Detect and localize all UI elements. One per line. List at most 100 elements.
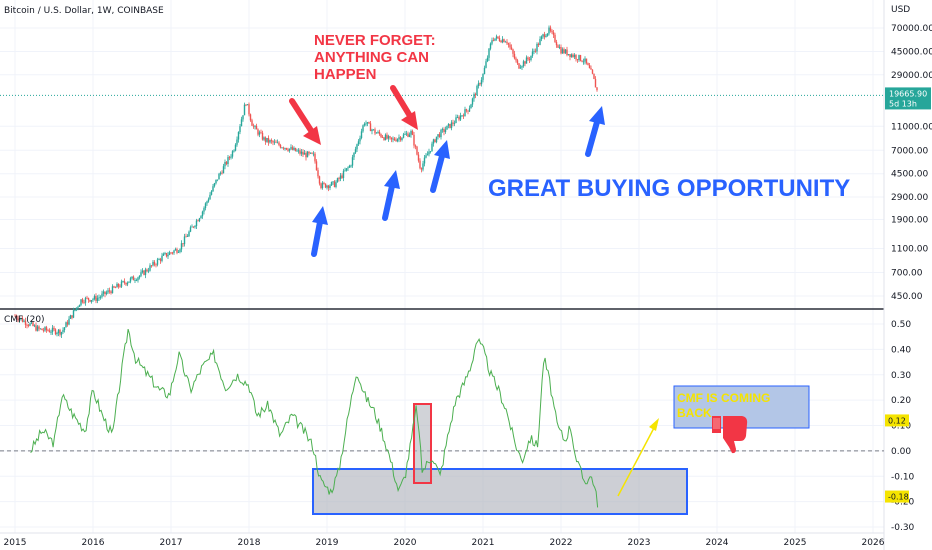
candle-body [261,132,264,140]
candle-body [339,175,342,179]
candle-body [158,259,160,260]
candle-body [488,48,490,58]
time-tick-label: 2019 [316,538,339,548]
candle-body [467,110,469,112]
candle-body [528,59,531,60]
candle-body [194,225,196,228]
cmf-tick-label: 0.20 [891,396,911,406]
candle-body [485,61,487,68]
candle-body [155,264,157,266]
candle-body [183,236,186,245]
candle-body [540,36,543,40]
candle-body [18,318,21,321]
candle-body [182,243,184,245]
great-buying-opportunity-text: GREAT BUYING OPPORTUNITY [488,175,850,202]
candle-body [402,134,405,138]
candle-body [92,299,94,301]
candle-body [351,157,354,166]
candle-body [239,126,241,133]
candle-body [471,98,474,105]
candle-body [257,129,259,135]
candle-body [312,153,315,155]
candle-body [443,129,445,133]
price-chart-title: Bitcoin / U.S. Dollar, 1W, COINBASE [4,6,164,16]
candle-body [392,138,394,140]
candle-body [50,332,52,333]
candle-body [324,183,327,188]
candle-body [410,131,412,135]
candle-body [308,151,310,154]
candle-body [390,137,393,140]
candle-body [62,329,64,332]
candle-body [519,67,522,69]
candle-body [68,318,70,325]
candle-body [506,41,508,44]
candle-body [159,259,162,261]
candle-body [489,43,492,49]
candle-body [146,269,148,272]
candle-body [131,276,133,279]
candle-body [596,87,598,91]
candle-body [185,236,187,238]
candle-body [303,153,306,155]
candle-body [132,276,135,281]
candle-body [455,117,457,123]
candle-body [191,226,193,228]
candle-body [273,141,276,143]
candle-body [537,43,540,45]
candle-body [560,47,562,54]
candle-body [504,41,507,43]
candle-body [39,328,42,330]
never-forget-line-3: HAPPEN [314,66,377,83]
time-tick-label: 2017 [160,538,183,548]
candle-body [291,147,294,150]
candle-body [35,325,37,331]
candle-body [581,60,583,62]
price-tick-label: 1900.00 [891,216,928,226]
candle-body [284,147,286,149]
candle-body [236,139,238,145]
candle-body [176,249,178,253]
candle-body [521,66,523,68]
candle-body [584,58,586,62]
candle-body [89,299,91,302]
candle-body [75,307,78,311]
candle-body [63,327,66,330]
yellow-arrow [617,418,659,497]
candle-body [531,51,534,56]
candle-body [404,134,406,135]
candle-body [399,137,402,140]
candle-body [536,43,538,52]
candle-body [479,83,481,85]
candle-body [233,150,235,152]
time-tick-label: 2026 [862,538,885,548]
candle-body [299,150,301,154]
candle-body [84,297,87,303]
candle-body [42,330,45,331]
candle-body [585,58,588,64]
candle-body [435,136,438,143]
candle-body [110,291,112,294]
candle-body [522,61,525,67]
price-tick-label: 70000.00 [891,24,932,34]
candle-body [408,134,411,137]
candle-body [53,327,55,330]
accumulation-zone-box[interactable] [312,468,688,515]
candle-body [437,134,439,137]
candle-body [240,119,243,127]
candle-body [524,61,526,64]
candle-body [492,40,495,42]
candle-body [432,139,435,144]
candle-body [270,140,273,142]
candle-body [266,137,268,142]
candle-body [318,176,321,184]
price-axis-labels: 70000.00 45000.00 29000.00 11000.00 7000.00 4… [891,24,932,302]
candle-body [275,141,277,143]
candle-body [290,147,292,149]
candle-body [134,280,136,282]
time-tick-label: 2021 [472,538,495,548]
candle-body [119,286,121,288]
candle-body [320,183,322,189]
time-tick-label: 2025 [784,538,807,548]
candle-body [345,168,348,171]
